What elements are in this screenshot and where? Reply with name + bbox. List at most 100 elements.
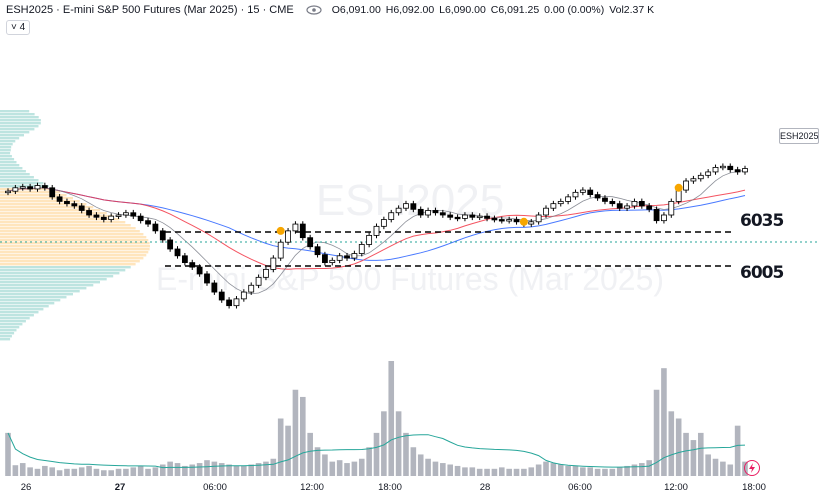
price-levels — [0, 231, 820, 267]
volume-bar — [248, 464, 255, 476]
profile-bar — [0, 281, 100, 284]
candle-body — [476, 215, 483, 219]
eye-icon[interactable] — [306, 3, 322, 17]
volume-bar — [255, 463, 262, 476]
profile-bar — [0, 146, 12, 149]
low-value: 6,090.00 — [444, 4, 486, 16]
profile-bar — [0, 302, 55, 305]
volume-bar — [93, 468, 100, 476]
profile-bar — [0, 311, 39, 314]
candle-body — [78, 205, 85, 211]
candle-body — [432, 210, 439, 214]
profile-bar — [0, 215, 114, 218]
volume-bar — [351, 461, 358, 476]
volume-bar — [123, 468, 129, 476]
volume-bar — [366, 447, 372, 476]
profile-bar — [0, 266, 131, 269]
profile-bar — [0, 233, 144, 236]
candle-body — [616, 203, 623, 209]
candle-body — [668, 200, 675, 216]
signal-marker — [674, 183, 683, 192]
candle-body — [410, 203, 417, 210]
candle-body — [631, 200, 638, 207]
profile-bar — [0, 137, 20, 140]
candle-body — [742, 168, 748, 173]
profile-bar — [0, 122, 41, 125]
candle-body — [130, 212, 137, 217]
volume-bar — [602, 468, 608, 476]
profile-bar — [0, 152, 11, 155]
profile-bar — [0, 239, 149, 242]
candle-body — [56, 196, 63, 202]
volume-bar — [513, 468, 520, 476]
candle-body — [86, 210, 92, 216]
volume-bar — [314, 447, 321, 476]
indicators-toggle-button[interactable]: ˅ 4 — [6, 20, 31, 35]
volume-bar — [12, 465, 19, 476]
volume-bar — [174, 463, 181, 476]
volume-bar — [344, 463, 350, 476]
profile-bar — [0, 329, 17, 332]
volume-bar — [653, 389, 660, 476]
candle-body — [705, 171, 712, 176]
candle-body — [690, 178, 697, 182]
volume-bar — [307, 432, 313, 476]
volume-bar — [565, 465, 571, 476]
volume-bar — [491, 468, 498, 476]
volume-bar — [609, 468, 616, 476]
volume-bar — [447, 464, 453, 476]
candle-body — [299, 223, 306, 239]
candles — [5, 163, 748, 309]
candle-body — [181, 255, 188, 264]
close-label: C — [490, 4, 499, 16]
candle-body — [344, 255, 350, 259]
volume-bar — [233, 465, 240, 476]
profile-bar — [0, 209, 100, 212]
volume-bar — [270, 458, 277, 476]
profile-bar — [0, 236, 147, 239]
candle-body — [196, 266, 203, 275]
candle-body — [329, 259, 336, 264]
candle-body — [64, 200, 70, 205]
candle-body — [462, 214, 468, 219]
volume-bar — [196, 463, 203, 476]
volume-bar — [226, 464, 232, 476]
candle-body — [108, 215, 115, 220]
profile-bar — [0, 326, 20, 329]
profile-bar — [0, 296, 67, 299]
profile-bar — [0, 167, 23, 170]
profile-bar — [0, 275, 114, 278]
profile-bar — [0, 278, 107, 281]
volume-profile — [0, 110, 150, 341]
volume-bar — [543, 461, 549, 476]
profile-bar — [0, 224, 131, 227]
candle-body — [403, 203, 409, 209]
watermark-symbol: ESH2025 — [316, 176, 504, 225]
candle-body — [395, 207, 402, 214]
symbol-title[interactable]: ESH2025 · E-mini S&P 500 Futures (Mar 20… — [6, 4, 294, 16]
volume-bar — [27, 467, 33, 476]
volume-bar — [277, 418, 284, 476]
candle-body — [115, 214, 122, 217]
profile-bar — [0, 158, 15, 161]
volume-bar — [587, 467, 594, 476]
candle-body — [535, 214, 542, 223]
profile-bar — [0, 113, 35, 116]
profile-bar — [0, 308, 44, 311]
candle-body — [638, 200, 645, 207]
profile-bar — [0, 251, 149, 254]
candle-body — [277, 241, 284, 259]
profile-bar — [0, 161, 17, 164]
candle-body — [528, 221, 535, 225]
profile-bar — [0, 218, 120, 221]
volume-bar — [381, 411, 387, 476]
candle-body — [285, 230, 291, 243]
volume-bar — [42, 465, 48, 476]
flash-icon[interactable] — [744, 460, 760, 476]
profile-bar — [0, 134, 24, 137]
candle-body — [358, 244, 365, 254]
candle-body — [609, 200, 616, 205]
candle-body — [624, 205, 630, 209]
candle-body — [145, 220, 151, 225]
